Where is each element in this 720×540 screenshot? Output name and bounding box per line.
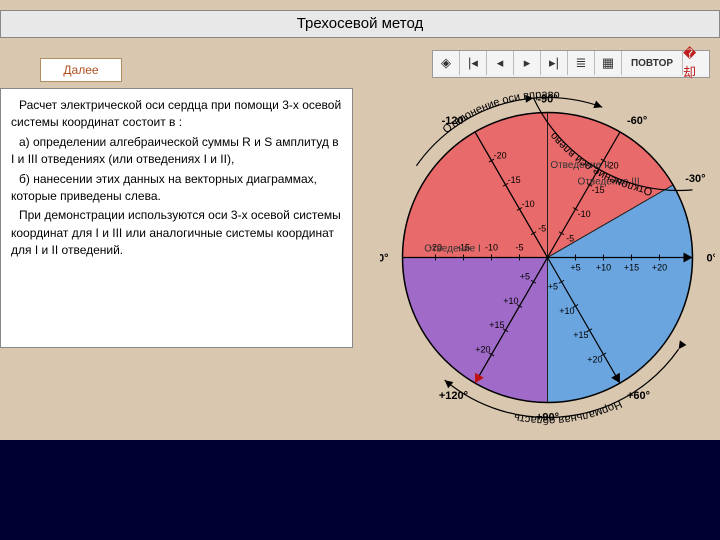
svg-text:0°: 0°: [707, 253, 716, 265]
svg-text:+15: +15: [489, 320, 504, 330]
desc-line: При демонстрации используются оси 3-х ос…: [11, 207, 342, 259]
svg-text:+120°: +120°: [439, 390, 468, 402]
page-title: Трехосевой метод: [0, 10, 720, 38]
svg-text:-5: -5: [515, 243, 523, 253]
svg-text:+10: +10: [503, 296, 518, 306]
home-icon[interactable]: ◈: [433, 51, 460, 75]
exit-icon[interactable]: �却: [683, 51, 709, 75]
svg-text:-10: -10: [485, 243, 498, 253]
toolbar: ◈ |◂ ◂ ▸ ▸| ≣ ▦ ПОВТОР �却: [432, 50, 710, 78]
svg-text:-5: -5: [538, 223, 546, 233]
svg-text:+5: +5: [520, 272, 530, 282]
grid-icon[interactable]: ▦: [595, 51, 622, 75]
repeat-button[interactable]: ПОВТОР: [622, 51, 683, 75]
svg-text:-15: -15: [508, 175, 521, 185]
svg-text:+10: +10: [596, 263, 611, 273]
svg-text:-60°: -60°: [627, 115, 647, 127]
svg-text:+20: +20: [475, 344, 490, 354]
svg-text:180°: 180°: [380, 253, 389, 265]
svg-text:-10: -10: [522, 199, 535, 209]
svg-text:-20: -20: [494, 151, 507, 161]
svg-text:+20: +20: [587, 354, 602, 364]
last-icon[interactable]: ▸|: [541, 51, 568, 75]
svg-text:-30°: -30°: [685, 173, 705, 185]
svg-text:+15: +15: [573, 330, 588, 340]
desc-line: а) определении алгебраической суммы R и …: [11, 134, 342, 169]
next-icon[interactable]: ▸: [514, 51, 541, 75]
svg-text:+60°: +60°: [627, 390, 650, 402]
next-button[interactable]: Далее: [40, 58, 122, 82]
description-panel: Расчет электрической оси сердца при помо…: [0, 88, 353, 348]
svg-text:+20: +20: [652, 263, 667, 273]
svg-text:+5: +5: [570, 263, 580, 273]
list-icon[interactable]: ≣: [568, 51, 595, 75]
desc-line: б) нанесении этих данных на векторных ди…: [11, 171, 342, 206]
first-icon[interactable]: |◂: [460, 51, 487, 75]
svg-text:+5: +5: [548, 282, 558, 292]
svg-text:+15: +15: [624, 263, 639, 273]
svg-text:-10: -10: [578, 209, 591, 219]
svg-text:Отведение I: Отведение I: [424, 244, 481, 255]
desc-line: Расчет электрической оси сердца при помо…: [11, 97, 342, 132]
prev-icon[interactable]: ◂: [487, 51, 514, 75]
svg-text:-5: -5: [566, 233, 574, 243]
triaxial-diagram: +5 +10 +15 +20 -5 -10 -15 -20 +5 +10 +15 +20 -5 -10 -1…: [380, 90, 715, 425]
svg-text:+10: +10: [559, 306, 574, 316]
